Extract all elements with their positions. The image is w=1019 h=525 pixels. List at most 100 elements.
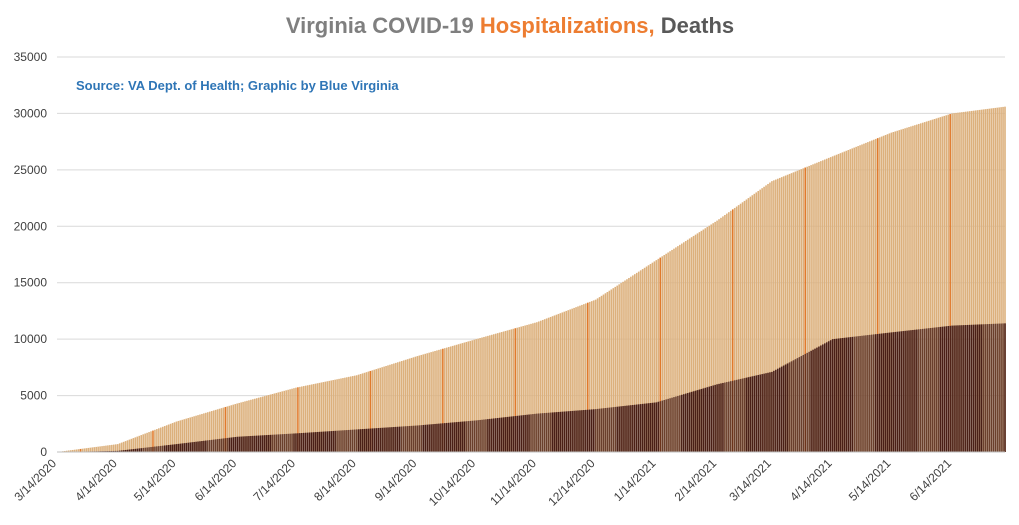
death-bar bbox=[228, 437, 231, 452]
hospitalization-bar bbox=[867, 142, 869, 452]
death-bar bbox=[698, 389, 701, 452]
hospitalization-bar bbox=[679, 244, 681, 452]
death-bar bbox=[726, 382, 728, 452]
death-bar bbox=[573, 410, 575, 452]
hospitalization-bar bbox=[369, 370, 372, 452]
hospitalization-bar bbox=[228, 405, 231, 452]
death-bar bbox=[246, 436, 248, 452]
hospitalization-bar bbox=[502, 331, 505, 452]
hospitalization-bar bbox=[835, 154, 838, 452]
hospitalization-bar bbox=[177, 420, 180, 452]
death-bar bbox=[933, 327, 936, 452]
hospitalization-bar bbox=[657, 258, 660, 452]
death-bar bbox=[663, 400, 665, 452]
death-bar bbox=[226, 437, 229, 452]
hospitalization-bar bbox=[224, 406, 227, 452]
death-bar bbox=[829, 340, 832, 452]
hospitalization-bar bbox=[67, 450, 70, 452]
death-bar bbox=[896, 331, 899, 452]
hospitalization-bar bbox=[596, 298, 599, 452]
death-bar bbox=[496, 417, 499, 452]
death-bar bbox=[275, 434, 278, 452]
death-bar bbox=[865, 335, 867, 452]
death-bar bbox=[751, 376, 754, 452]
death-bar bbox=[412, 425, 415, 452]
death-bar bbox=[953, 325, 955, 452]
hospitalization-bar bbox=[257, 397, 260, 452]
hospitalization-bar bbox=[545, 318, 548, 452]
death-bar bbox=[1002, 323, 1004, 452]
hospitalization-bar bbox=[802, 168, 805, 452]
hospitalization-bar bbox=[579, 305, 581, 452]
hospitalization-bar bbox=[933, 118, 936, 452]
hospitalization-bar bbox=[712, 223, 714, 452]
death-bar bbox=[769, 372, 771, 452]
death-bar bbox=[291, 433, 293, 452]
death-bar bbox=[684, 393, 687, 452]
hospitalization-bar bbox=[637, 271, 640, 452]
hospitalization-bar bbox=[469, 340, 472, 452]
death-bar bbox=[869, 334, 871, 452]
hospitalization-bar bbox=[279, 391, 282, 452]
hospitalization-bar bbox=[716, 220, 718, 452]
death-bar bbox=[475, 420, 477, 452]
hospitalization-bar bbox=[379, 367, 381, 452]
death-bar bbox=[845, 337, 848, 452]
hospitalization-bar bbox=[798, 169, 801, 453]
death-bar bbox=[440, 423, 442, 452]
hospitalization-bar bbox=[941, 116, 944, 452]
death-bar bbox=[377, 428, 380, 452]
hospitalization-bar bbox=[653, 261, 656, 452]
hospitalization-bar bbox=[83, 448, 86, 452]
hospitalization-bar bbox=[316, 383, 319, 452]
hospitalization-bar bbox=[706, 227, 709, 452]
death-bar bbox=[459, 421, 462, 452]
hospitalization-bar bbox=[318, 382, 321, 452]
hospitalization-bar bbox=[841, 152, 844, 452]
death-bar bbox=[142, 447, 144, 452]
hospitalization-bar bbox=[765, 185, 767, 452]
death-bar bbox=[808, 351, 810, 452]
death-bar bbox=[201, 441, 203, 452]
hospitalization-bar bbox=[739, 203, 742, 452]
hospitalizations-series bbox=[58, 106, 1006, 453]
death-bar bbox=[814, 348, 816, 452]
death-bar bbox=[667, 398, 669, 452]
chart-title: Virginia COVID-19 Hospitalizations, Deat… bbox=[286, 13, 734, 38]
hospitalization-bar bbox=[344, 377, 346, 452]
death-bar bbox=[418, 425, 421, 452]
hospitalization-bar bbox=[389, 364, 391, 452]
death-bar bbox=[692, 391, 695, 452]
hospitalization-bar bbox=[966, 111, 969, 452]
hospitalization-bar bbox=[314, 383, 317, 452]
death-bar bbox=[831, 339, 834, 452]
death-bar bbox=[508, 416, 511, 452]
x-tick-label: 5/14/2021 bbox=[846, 456, 894, 504]
hospitalization-bar bbox=[590, 301, 593, 452]
hospitalization-bar bbox=[594, 299, 597, 452]
death-bar bbox=[773, 370, 775, 452]
death-bar bbox=[199, 441, 201, 452]
hospitalization-bar bbox=[64, 450, 66, 452]
hospitalization-bar bbox=[351, 376, 354, 452]
hospitalization-bar bbox=[767, 183, 769, 452]
death-bar bbox=[849, 337, 852, 452]
x-tick-label: 6/14/2021 bbox=[907, 456, 955, 504]
hospitalization-bar bbox=[530, 323, 532, 452]
hospitalization-bar bbox=[684, 241, 687, 452]
hospitalization-bar bbox=[775, 179, 777, 452]
death-bar bbox=[428, 424, 430, 452]
hospitalization-bar bbox=[187, 418, 190, 452]
hospitalization-bar bbox=[708, 225, 711, 452]
death-bar bbox=[976, 324, 979, 452]
death-bar bbox=[571, 410, 573, 452]
hospitalization-bar bbox=[122, 441, 125, 452]
death-bar bbox=[747, 377, 750, 452]
x-tick-label: 12/14/2020 bbox=[545, 456, 598, 509]
hospitalization-bar bbox=[105, 445, 107, 452]
death-bar bbox=[1000, 323, 1002, 452]
hospitalization-bar bbox=[522, 326, 524, 452]
hospitalization-bar bbox=[957, 112, 959, 452]
hospitalization-bar bbox=[551, 316, 554, 452]
